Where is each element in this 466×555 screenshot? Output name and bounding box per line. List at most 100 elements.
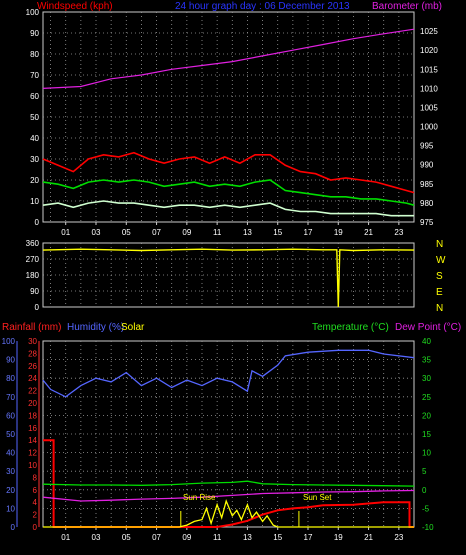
x-tick-label: 15 [273, 228, 282, 237]
windspeed-tick-label: 0 [35, 218, 40, 227]
humidity-tick-label: 0 [11, 523, 16, 532]
compass-label: N [436, 303, 443, 314]
x-tick-label: 13 [243, 533, 252, 542]
bottom-series-4 [43, 498, 414, 528]
temperature-tick-label: 25 [422, 393, 431, 402]
barometer-tick-label: 1005 [420, 103, 438, 112]
barometer-tick-label: 985 [420, 180, 434, 189]
direction-tick-label: 360 [26, 239, 40, 248]
x-tick-label: 09 [182, 533, 191, 542]
rain-tick-label: 8 [33, 473, 38, 482]
humidity-tick-label: 90 [6, 356, 15, 365]
temperature-axis-label: Temperature (°C) [312, 322, 389, 333]
x-tick-label: 15 [273, 533, 282, 542]
rain-humidity-temp-panel: 01 03 05 07 09 11 13 15 17 19 21 230102030405060708… [2, 337, 434, 542]
barometer-tick-label: 1010 [420, 84, 438, 93]
direction-series-0 [42, 248, 415, 308]
humidity-tick-label: 70 [6, 393, 15, 402]
panel-frame [42, 242, 415, 308]
rain-tick-label: 18 [28, 411, 37, 420]
barometer-tick-label: 980 [420, 199, 434, 208]
windspeed-tick-label: 30 [30, 155, 39, 164]
x-tick-label: 23 [394, 533, 403, 542]
windspeed-tick-label: 80 [30, 50, 39, 59]
rain-tick-label: 14 [28, 436, 37, 445]
windspeed-tick-label: 60 [30, 92, 39, 101]
dew-point-axis-label: Dew Point (°C) [395, 322, 461, 333]
compass-label: S [436, 271, 443, 282]
temperature-tick-label: -10 [422, 523, 434, 532]
barometer-tick-label: 1015 [420, 65, 438, 74]
temperature-tick-label: 20 [422, 411, 431, 420]
x-tick-label: 03 [92, 533, 101, 542]
temperature-tick-label: 30 [422, 374, 431, 383]
temperature-tick-label: 35 [422, 356, 431, 365]
direction-tick-label: 270 [26, 255, 40, 264]
x-tick-label: 07 [152, 228, 161, 237]
rain-tick-label: 16 [28, 424, 37, 433]
x-tick-label: 23 [394, 228, 403, 237]
wind-barometer-panel: 01 03 05 07 09 11 13 15 17 19 21 230102030405060708… [26, 8, 439, 237]
x-tick-label: 21 [364, 533, 373, 542]
compass-label: E [436, 287, 443, 298]
windspeed-tick-label: 90 [30, 29, 39, 38]
rainfall-axis-label: Rainfall (mm) [2, 322, 61, 333]
temperature-tick-label: 15 [422, 430, 431, 439]
x-tick-label: 01 [61, 533, 70, 542]
barometer-tick-label: 995 [420, 142, 434, 151]
humidity-tick-label: 10 [6, 504, 15, 513]
direction-tick-label: 90 [30, 287, 39, 296]
rain-tick-label: 4 [33, 498, 38, 507]
series-line-2 [42, 179, 415, 206]
x-tick-label: 11 [213, 533, 222, 542]
x-tick-label: 17 [304, 228, 313, 237]
windspeed-tick-label: 50 [30, 113, 39, 122]
humidity-axis-label: Humidity (%) [67, 322, 124, 333]
x-tick-label: 07 [152, 533, 161, 542]
rain-tick-label: 20 [28, 399, 37, 408]
windspeed-axis-label: Windspeed (kph) [37, 1, 113, 12]
windspeed-tick-label: 20 [30, 176, 39, 185]
x-tick-label: 05 [122, 228, 131, 237]
rain-tick-label: 24 [28, 374, 37, 383]
x-tick-label: 03 [92, 228, 101, 237]
x-tick-label: 09 [182, 228, 191, 237]
barometer-tick-label: 975 [420, 218, 434, 227]
rain-tick-label: 30 [28, 337, 37, 346]
humidity-tick-label: 20 [6, 486, 15, 495]
x-tick-label: 19 [334, 533, 343, 542]
windspeed-tick-label: 10 [30, 197, 39, 206]
series-line-0 [42, 28, 415, 89]
direction-tick-label: 180 [26, 271, 40, 280]
series-line-3 [42, 200, 414, 217]
humidity-tick-label: 40 [6, 449, 15, 458]
x-tick-label: 13 [243, 228, 252, 237]
x-tick-label: 01 [61, 228, 70, 237]
humidity-tick-label: 30 [6, 467, 15, 476]
humidity-tick-label: 60 [6, 411, 15, 420]
temperature-tick-label: 40 [422, 337, 431, 346]
rain-tick-label: 6 [33, 486, 38, 495]
chart-title: 24 hour graph day : 06 December 2013 [175, 1, 350, 12]
humidity-tick-label: 80 [6, 374, 15, 383]
temperature-tick-label: 0 [422, 486, 427, 495]
barometer-tick-label: 990 [420, 161, 434, 170]
rain-tick-label: 26 [28, 362, 37, 371]
solar-axis-label: Solar [121, 322, 145, 333]
sunset-annotation: Sun Set [303, 493, 332, 502]
x-tick-label: 21 [364, 228, 373, 237]
humidity-tick-label: 50 [6, 430, 15, 439]
windspeed-tick-label: 40 [30, 134, 39, 143]
bottom-series-2 [42, 480, 415, 487]
barometer-tick-label: 1000 [420, 123, 438, 132]
humidity-tick-label: 100 [2, 337, 16, 346]
panel-frame [42, 11, 415, 223]
barometer-tick-label: 1025 [420, 27, 438, 36]
temperature-tick-label: 10 [422, 449, 431, 458]
series-line-1 [42, 151, 415, 194]
windspeed-tick-label: 70 [30, 71, 39, 80]
rain-tick-label: 12 [28, 449, 37, 458]
temperature-tick-label: -5 [422, 504, 430, 513]
